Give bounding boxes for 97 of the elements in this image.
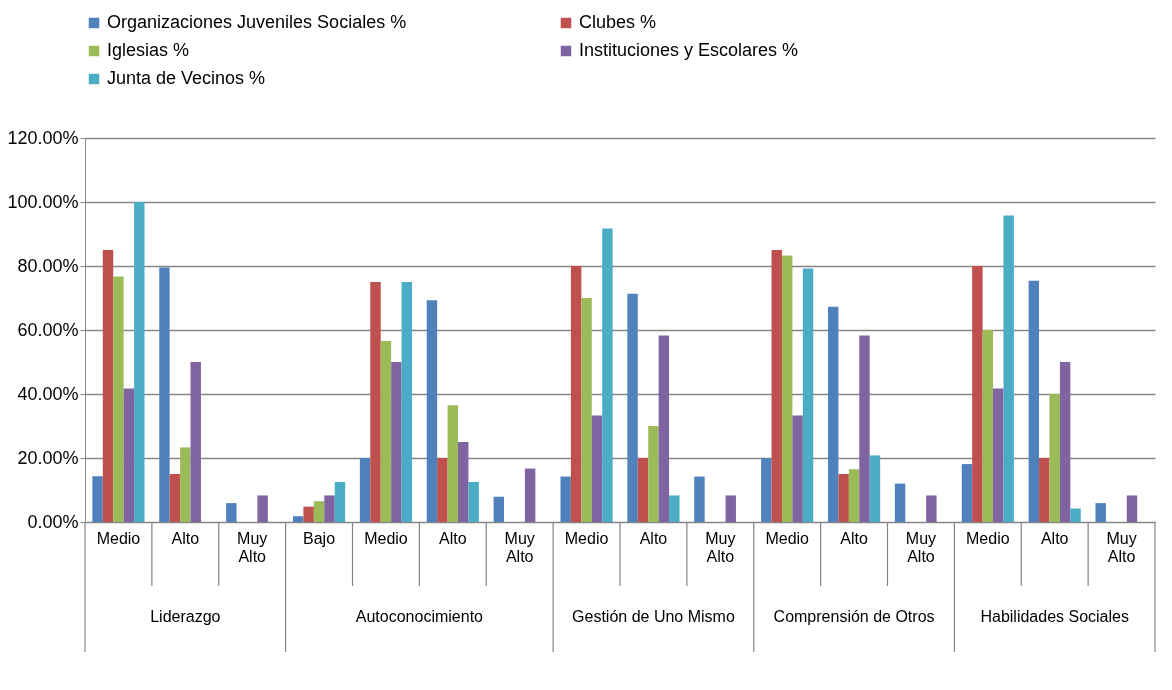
bar xyxy=(102,250,114,522)
bar xyxy=(658,335,670,522)
y-tick-label: 80.00% xyxy=(17,255,79,276)
bar xyxy=(401,282,413,522)
bar xyxy=(848,469,860,522)
bar xyxy=(180,447,191,522)
x-tick-label: Alto xyxy=(1040,529,1069,547)
x-tick-label: Alto xyxy=(639,529,668,547)
bar xyxy=(802,268,814,522)
bar xyxy=(591,415,603,522)
legend-label: Organizaciones Juveniles Sociales % xyxy=(107,12,407,32)
x-tick-label: Muy Alto xyxy=(705,529,736,565)
bar xyxy=(92,476,103,522)
bar xyxy=(926,495,937,522)
bar xyxy=(1028,280,1040,522)
bar xyxy=(961,464,973,522)
bar xyxy=(1003,215,1014,522)
bar xyxy=(524,468,536,522)
y-tick-label: 40.00% xyxy=(17,383,79,404)
bar xyxy=(359,458,371,522)
y-tick-label: 100.00% xyxy=(7,191,79,212)
bar xyxy=(257,495,268,522)
bar xyxy=(627,293,638,522)
x-tick-label: Bajo xyxy=(303,529,336,547)
text: Comprensión de Otros xyxy=(773,608,935,625)
bar xyxy=(637,458,649,522)
bar xyxy=(190,362,201,522)
x-tick-label: Muy Alto xyxy=(504,529,535,565)
text: Habilidades Sociales xyxy=(980,608,1129,625)
bar xyxy=(1126,495,1138,522)
text: Autoconocimiento xyxy=(355,608,484,625)
bar xyxy=(869,455,881,522)
bar xyxy=(1039,458,1050,522)
bar xyxy=(838,474,849,522)
bar xyxy=(771,250,782,522)
bar xyxy=(334,482,346,522)
bar xyxy=(1095,503,1106,522)
bar xyxy=(570,266,582,522)
bar xyxy=(458,442,469,522)
bar xyxy=(669,495,680,522)
y-tick-label: 20.00% xyxy=(17,447,79,468)
bar xyxy=(468,482,479,522)
bar xyxy=(493,496,505,522)
x-tick-label: Medio xyxy=(96,529,141,547)
bar xyxy=(648,426,659,522)
bar xyxy=(159,267,170,522)
text: Liderazgo xyxy=(150,608,221,625)
x-tick-label: Muy Alto xyxy=(905,529,937,565)
x-tick-label: Muy Alto xyxy=(237,529,268,565)
legend-label: Clubes % xyxy=(579,12,657,32)
text: Gestión de Uno Mismo xyxy=(572,608,735,625)
x-tick-label: Alto xyxy=(171,529,200,547)
bar xyxy=(982,330,994,522)
bar xyxy=(303,506,314,522)
bar xyxy=(859,335,870,522)
legend-label: Iglesias % xyxy=(107,40,190,60)
bar xyxy=(380,340,392,522)
bar xyxy=(437,458,448,522)
bar xyxy=(725,495,736,522)
bar xyxy=(602,228,613,522)
bar xyxy=(1049,394,1060,522)
bar xyxy=(792,415,803,522)
bar xyxy=(993,388,1004,522)
bar xyxy=(226,503,237,522)
bar xyxy=(1059,362,1071,522)
bar xyxy=(894,483,906,522)
legend-label: Instituciones y Escolares % xyxy=(579,40,799,60)
bar xyxy=(781,255,793,522)
bar xyxy=(1070,508,1081,522)
bar xyxy=(694,476,705,522)
bar xyxy=(169,474,181,522)
x-tick-label: Medio xyxy=(364,529,408,547)
bar xyxy=(581,298,592,522)
bar xyxy=(134,202,145,522)
bar xyxy=(391,362,402,522)
bar xyxy=(426,300,438,522)
y-tick-label: 120.00% xyxy=(7,127,79,148)
bar xyxy=(324,495,335,522)
bar xyxy=(560,476,571,522)
y-tick-label: 60.00% xyxy=(17,319,79,340)
bar xyxy=(123,388,135,522)
y-tick-label: 0.00% xyxy=(27,511,79,532)
bar xyxy=(313,501,325,522)
bar xyxy=(972,266,983,522)
bar xyxy=(292,516,304,522)
bar xyxy=(447,405,459,522)
legend-label: Junta de Vecinos % xyxy=(107,68,266,88)
x-tick-label: Medio xyxy=(765,529,810,547)
bar xyxy=(761,458,772,522)
x-tick-label: Muy Alto xyxy=(1106,529,1137,565)
x-tick-label: Medio xyxy=(564,529,609,547)
x-tick-label: Medio xyxy=(966,529,1010,547)
x-tick-label: Alto xyxy=(840,529,868,547)
bar xyxy=(370,282,381,522)
bar xyxy=(113,276,124,522)
x-tick-label: Alto xyxy=(439,529,467,547)
bar xyxy=(827,306,839,522)
